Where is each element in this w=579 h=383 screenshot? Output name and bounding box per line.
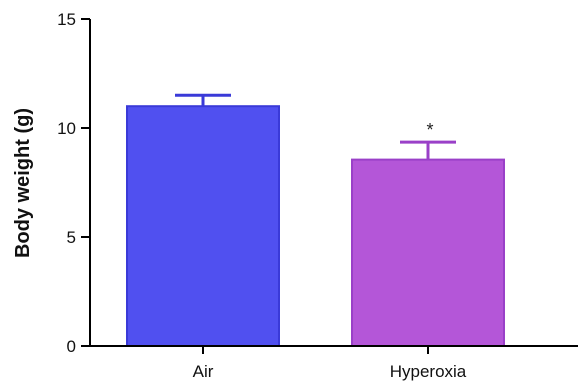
plot-area: * [126, 93, 505, 347]
y-tick-label-10: 10 [57, 119, 76, 138]
y-axis-ticks: 0 5 10 15 [57, 10, 90, 356]
x-axis-ticks: Air Hyperoxia [193, 346, 467, 381]
y-tick-label-15: 15 [57, 10, 76, 29]
y-tick-label-0: 0 [67, 337, 76, 356]
x-tick-label-air: Air [193, 362, 214, 381]
bar-hyperoxia [351, 158, 505, 347]
y-tick-label-5: 5 [67, 228, 76, 247]
significance-marker-hyperoxia: * [426, 120, 433, 140]
bar-air [126, 105, 280, 347]
x-tick-label-hyperoxia: Hyperoxia [390, 362, 467, 381]
y-axis-title: Body weight (g) [12, 108, 34, 258]
